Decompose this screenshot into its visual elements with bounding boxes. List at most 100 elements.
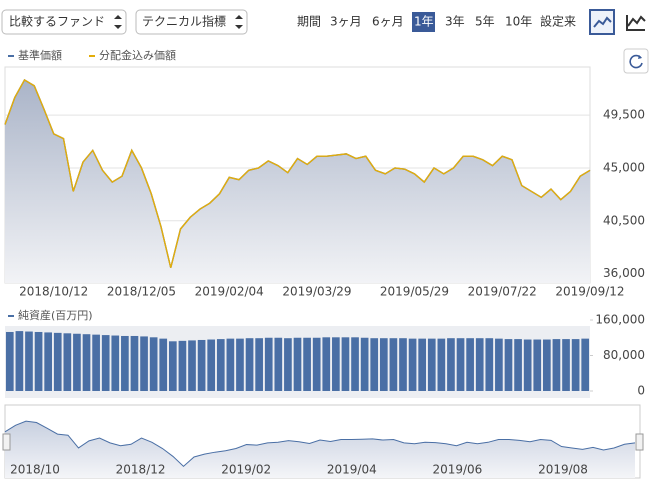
period-label: 3年 [445, 15, 465, 29]
y-tick-label: 45,000 [603, 160, 645, 174]
chart-type-line-button[interactable] [624, 10, 648, 34]
navigator-label: 2018/10 [10, 463, 60, 477]
period-button[interactable]: 6ヶ月 [372, 15, 404, 29]
period-button[interactable]: 1年 [412, 12, 435, 32]
bar [130, 335, 139, 391]
bar [34, 331, 43, 391]
bar [447, 338, 455, 391]
bar [466, 338, 474, 391]
bar [92, 334, 100, 391]
y-tick-label: 80,000 [603, 348, 645, 362]
bar [427, 338, 436, 391]
bar [418, 338, 427, 391]
bar [140, 336, 148, 391]
period-label: 10年 [505, 15, 532, 29]
bar [197, 339, 206, 391]
technical-dropdown[interactable]: テクニカル指標 [135, 9, 248, 35]
period-label: 3ヶ月 [330, 15, 362, 29]
bar [504, 339, 513, 391]
bar [5, 331, 14, 391]
dropdown-label: テクニカル指標 [142, 14, 226, 29]
bar [216, 339, 225, 391]
bar [408, 338, 417, 391]
bar [552, 339, 561, 391]
y-tick-label: 49,500 [603, 108, 645, 122]
bar-title: 純資産(百万円) [18, 309, 93, 322]
bar [44, 332, 52, 391]
bar [178, 340, 187, 391]
bar [111, 335, 120, 391]
bar [485, 338, 494, 391]
navigator-handle[interactable] [635, 433, 644, 451]
bar [226, 338, 235, 391]
bar [437, 338, 446, 391]
bar [274, 337, 283, 391]
series-line [4, 78, 591, 268]
period-label: 5年 [475, 15, 495, 29]
bar [245, 338, 254, 391]
period-label: 設定来 [540, 14, 576, 29]
refresh-button[interactable] [623, 48, 649, 74]
bar [101, 335, 110, 391]
bar [523, 339, 532, 391]
navigator-label: 2019/08 [538, 463, 588, 477]
y-tick-label: 40,500 [603, 213, 645, 227]
bar [322, 337, 331, 391]
x-tick-label: 2019/03/29 [282, 285, 351, 299]
y-tick-label: 0 [637, 384, 645, 398]
navigator-handle[interactable] [2, 433, 11, 451]
bar [293, 337, 302, 391]
bar [159, 338, 168, 391]
bar [562, 339, 570, 391]
period-button[interactable]: 3ヶ月 [330, 15, 362, 29]
handle [2, 433, 11, 451]
handle [635, 433, 644, 451]
bar [25, 331, 33, 391]
bar [264, 337, 273, 391]
bar [312, 337, 321, 391]
period-button[interactable]: 設定来 [540, 14, 576, 29]
bar [495, 338, 503, 391]
period-label: 期間 [297, 15, 321, 29]
legend-label: 基準価額 [18, 48, 62, 62]
chart-type-area-button[interactable] [589, 9, 615, 35]
bar [533, 339, 542, 391]
bar [236, 338, 244, 391]
bar [543, 339, 551, 391]
bar [475, 338, 484, 391]
bar [121, 335, 129, 391]
bar [303, 337, 311, 391]
navigator-label: 2019/06 [432, 463, 482, 477]
bar [389, 338, 398, 391]
bar [399, 338, 407, 391]
bar [456, 338, 465, 391]
bar [188, 340, 196, 391]
navigator-label: 2019/04 [327, 463, 377, 477]
bar [370, 338, 379, 391]
period-selected-bg [412, 12, 435, 32]
navigator-area [5, 421, 635, 478]
area-fill [5, 79, 590, 283]
x-tick-label: 2019/09/12 [555, 285, 624, 299]
bar [284, 338, 292, 391]
navigator-label: 2019/02 [221, 463, 271, 477]
bar [63, 333, 72, 391]
y-tick-label: 36,000 [603, 266, 645, 280]
bar [379, 338, 388, 391]
x-tick-label: 2018/12/05 [107, 285, 176, 299]
dropdown-label: 比較するファンド [9, 14, 105, 29]
bar [341, 337, 350, 391]
bar [149, 337, 158, 391]
period-button[interactable]: 5年 [475, 15, 495, 29]
bar [360, 337, 369, 391]
period-button[interactable]: 3年 [445, 15, 465, 29]
compare-dropdown[interactable]: 比較するファンド [1, 9, 127, 35]
bar [82, 334, 91, 391]
navigator-label: 2018/12 [116, 463, 166, 477]
bar [168, 341, 177, 391]
bar [581, 338, 590, 391]
period-button[interactable]: 10年 [505, 15, 532, 29]
bar [15, 331, 24, 391]
navigator-line [4, 420, 636, 468]
